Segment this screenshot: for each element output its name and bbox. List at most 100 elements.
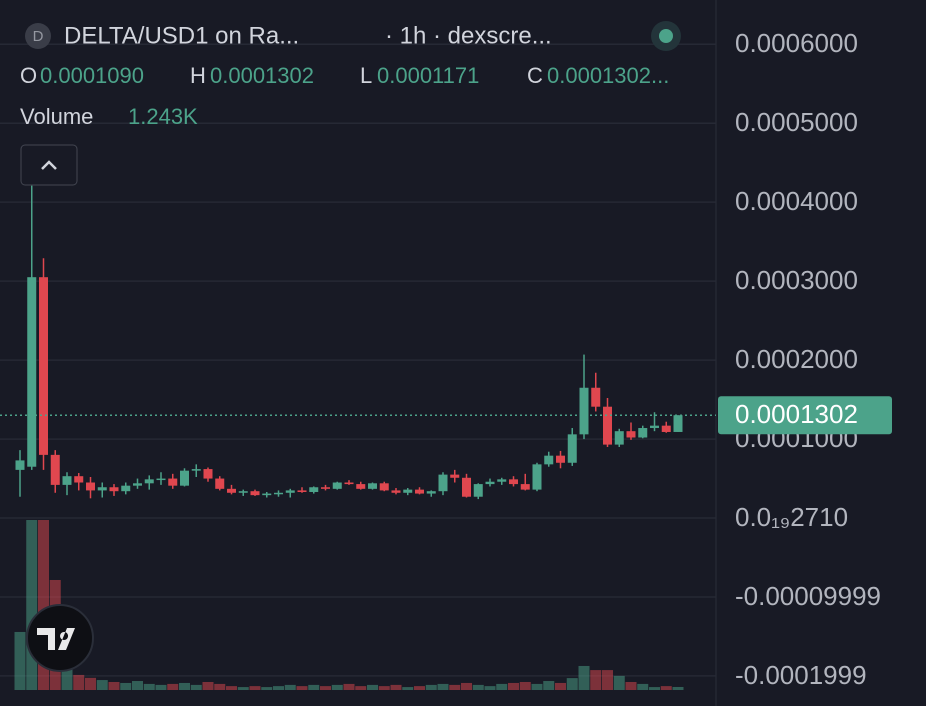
volume-bar (214, 683, 226, 690)
volume-bar (284, 684, 296, 690)
volume-bar (273, 686, 284, 690)
y-tick-label: 0.0002000 (735, 344, 858, 374)
candle-body (391, 490, 401, 493)
candle-body (403, 489, 413, 493)
volume-label: Volume (20, 104, 93, 129)
volume-bar (73, 674, 85, 690)
volume-bar (531, 683, 543, 690)
candle-body (50, 454, 60, 485)
collapse-button[interactable] (20, 144, 78, 186)
y-tick-label: 0.0003000 (735, 265, 858, 295)
candle-body (321, 487, 330, 489)
candle-body (203, 469, 213, 479)
volume-bar (85, 677, 96, 690)
candle-body (250, 491, 260, 496)
candles (0, 185, 716, 500)
candle-body (673, 415, 683, 432)
volume-bar (566, 678, 578, 690)
candle-body (638, 428, 648, 438)
ohlc-value: 0.0001302... (547, 63, 669, 88)
volume-bar (61, 659, 73, 690)
volume-bar (179, 682, 190, 690)
candle-body (344, 482, 354, 485)
volume-bar (555, 682, 566, 690)
ohlc-key: C (527, 63, 543, 88)
volume-bar (578, 665, 590, 690)
volume-bar (425, 684, 437, 690)
volume-bar (649, 687, 660, 690)
y-tick-label: 0.0006000 (735, 28, 858, 58)
volume-value: 1.243K (128, 104, 198, 129)
y-tick-label: 0.0004000 (735, 186, 858, 216)
y-tick-label: -0.00009999 (735, 581, 881, 611)
candle-body (661, 425, 671, 432)
volume-bar (190, 684, 202, 690)
volume-bar (155, 684, 167, 690)
candle-body (191, 469, 201, 471)
candle-body (462, 477, 471, 497)
candle-body (27, 277, 37, 467)
candle-body (97, 487, 107, 491)
y-tick-label: -0.0001999 (735, 660, 867, 690)
candle-body (509, 479, 518, 485)
volume-bar (414, 686, 425, 690)
volume-bar (660, 686, 672, 690)
candle-body (86, 482, 95, 491)
volume-bar (461, 682, 472, 690)
volume-bar (637, 683, 649, 690)
candle-body (603, 406, 612, 445)
y-axis: 0.0006000 0.0005000 0.0004000 0.0003000 0.00… (718, 28, 892, 690)
candle-body (15, 460, 25, 470)
volume-bar (367, 684, 378, 690)
volume-bar (167, 683, 179, 690)
candle-body (485, 481, 495, 485)
volume-bar (38, 520, 49, 690)
volume-bar (108, 681, 120, 690)
volume-bar (449, 684, 461, 690)
volume-bar (26, 520, 38, 690)
volume-bar (402, 687, 414, 690)
candle-body (368, 483, 377, 489)
volume-bar (320, 686, 331, 690)
ohlc-key: H (190, 63, 206, 88)
candle-body (415, 489, 424, 494)
candle-body (650, 425, 659, 429)
candle-body (332, 482, 342, 489)
volume-bar (543, 681, 555, 690)
symbol-icon (25, 23, 51, 49)
candle-body (227, 488, 236, 493)
symbol-icon-letter: D (33, 28, 44, 45)
volume-bar (132, 681, 143, 690)
candle-body (274, 492, 283, 495)
candle-body (309, 487, 319, 492)
volume-bar (519, 681, 531, 690)
ohlc-key: L (360, 63, 372, 88)
ohlc-key: O (20, 63, 37, 88)
last-price-tag (718, 396, 892, 435)
candle-body (144, 479, 154, 484)
candle-body (579, 387, 589, 435)
candle-body (544, 455, 554, 465)
candle-body (614, 431, 624, 445)
candle-body (626, 431, 636, 438)
volume-bar (308, 684, 320, 690)
volume-bar (484, 686, 496, 690)
candle-body (238, 491, 248, 493)
candle-body (473, 484, 483, 497)
ohlc-value: 0.0001090 (40, 63, 144, 88)
volume-bar (613, 675, 625, 690)
ohlc-value: 0.0001171 (377, 63, 479, 88)
candle-body (379, 483, 389, 491)
candle-body (74, 476, 84, 483)
volume-bar (496, 683, 508, 690)
candle-body (356, 484, 366, 489)
candle-body (262, 493, 272, 496)
candle-body (39, 277, 48, 455)
volume-bars (14, 520, 684, 690)
ohlc-value: 0.0001302 (210, 63, 314, 88)
candle-body (121, 485, 131, 492)
volume-bar (261, 687, 273, 690)
volume-bar (143, 683, 155, 690)
last-price-label: 0.0001302 (735, 399, 858, 429)
